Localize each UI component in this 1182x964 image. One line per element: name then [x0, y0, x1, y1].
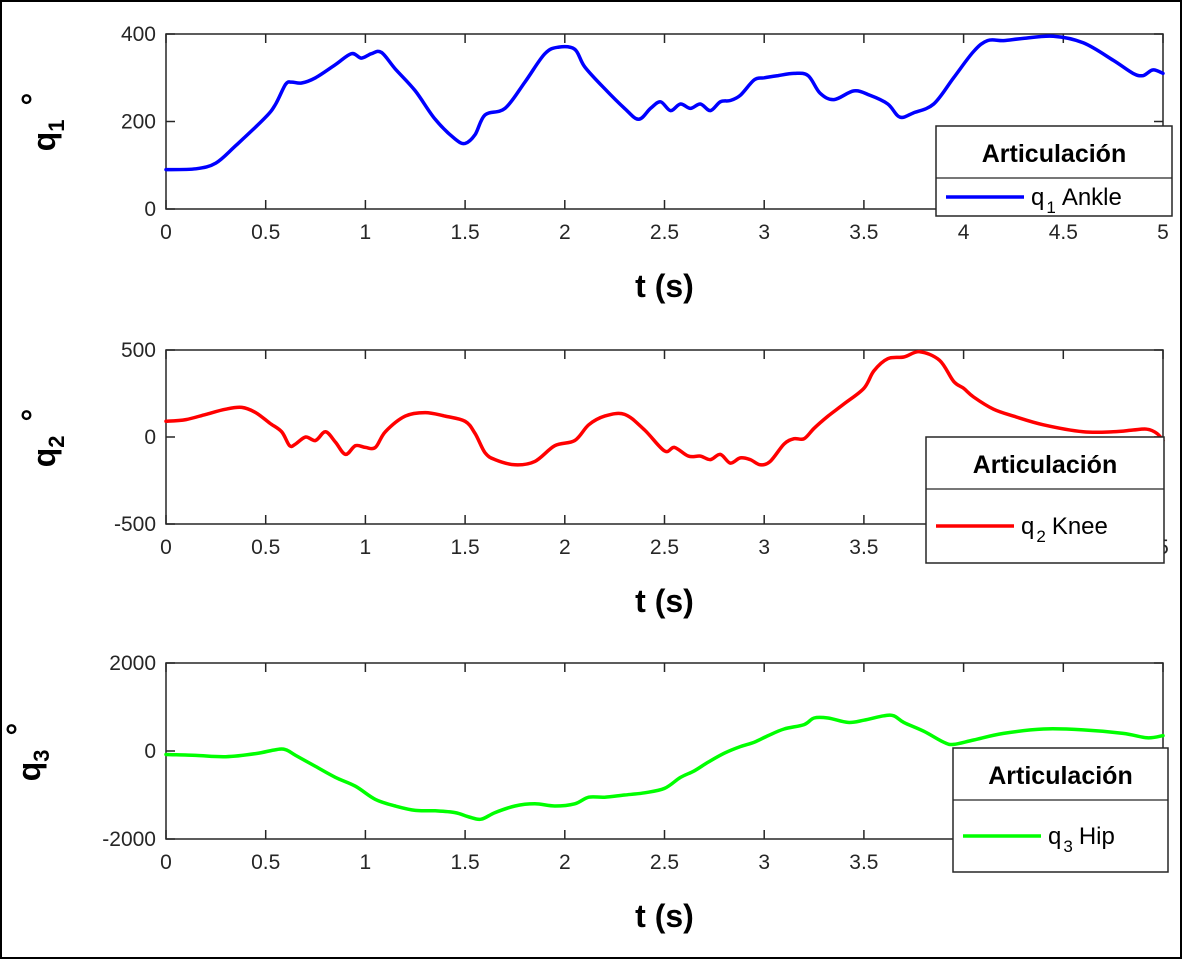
y-tick-label: 200	[121, 111, 156, 134]
legend-entry-base: q	[1048, 823, 1061, 850]
legend: Articulación q 2 Knee	[925, 436, 1165, 564]
x-tick-label: 5	[1157, 221, 1169, 244]
legend-entry: q 1 Ankle	[1031, 184, 1122, 217]
y-tick-label: 0	[144, 198, 156, 221]
y-tick-label: -2000	[102, 828, 156, 851]
x-axis-label: t (s)	[635, 268, 694, 304]
x-tick-label: 1.5	[450, 536, 479, 559]
y-tick-label: 0	[144, 426, 156, 449]
y-label-base: q	[11, 762, 47, 782]
series-line	[164, 34, 1165, 172]
x-tick-label: 2.5	[650, 221, 679, 244]
y-axis-label: q2 °	[15, 409, 69, 468]
x-tick-label: 2.5	[650, 536, 679, 559]
legend-box	[935, 125, 1173, 217]
x-tick-label: 1.5	[450, 851, 479, 874]
y-tick-label: 2000	[109, 652, 156, 675]
legend-entry-base: q	[1021, 513, 1034, 540]
x-tick-label: 0	[160, 221, 172, 244]
x-tick-label: 4.5	[1049, 221, 1078, 244]
x-axis-label: t (s)	[635, 898, 694, 934]
x-tick-label: 0	[160, 536, 172, 559]
y-label-subscript: 1	[44, 120, 69, 132]
legend: Articulación q 1 Ankle	[935, 125, 1173, 217]
x-axis-label: t (s)	[635, 583, 694, 619]
legend-title: Articulación	[988, 762, 1132, 790]
x-tick-label: 3	[758, 851, 770, 874]
x-tick-label: 4	[958, 221, 970, 244]
y-label-unit: °	[0, 723, 36, 736]
legend-entry-text: Ankle	[1062, 184, 1122, 211]
y-tick-label: 400	[121, 23, 156, 46]
legend-box	[925, 436, 1165, 564]
legend-entry-base: q	[1031, 184, 1044, 211]
x-tick-label: 1.5	[450, 221, 479, 244]
y-axis-label: q1 °	[15, 93, 69, 152]
x-tick-label: 3.5	[849, 536, 878, 559]
x-tick-label: 2	[559, 221, 571, 244]
x-tick-label: 0.5	[251, 536, 280, 559]
x-tick-label: 3.5	[849, 221, 878, 244]
x-tick-label: 0.5	[251, 221, 280, 244]
legend-entry: q 3 Hip	[1048, 823, 1115, 856]
legend-title: Articulación	[982, 140, 1126, 168]
y-tick-label: 0	[144, 740, 156, 763]
x-tick-label: 1	[360, 221, 372, 244]
legend-entry-text: Hip	[1079, 823, 1115, 850]
legend-entry: q 2 Knee	[1021, 513, 1108, 546]
y-label-subscript: 2	[44, 436, 69, 448]
legend-entry-subscript: 1	[1046, 198, 1055, 217]
y-label-base: q	[26, 448, 62, 468]
legend-title: Articulación	[973, 451, 1117, 479]
x-tick-label: 2	[559, 536, 571, 559]
legend-entry-text: Knee	[1052, 513, 1108, 540]
x-tick-label: 0.5	[251, 851, 280, 874]
y-tick-label: 500	[121, 339, 156, 362]
x-tick-label: 0	[160, 851, 172, 874]
x-tick-label: 1	[360, 851, 372, 874]
x-tick-label: 2	[559, 851, 571, 874]
x-tick-label: 3	[758, 221, 770, 244]
x-tick-label: 3	[758, 536, 770, 559]
legend-entry-subscript: 2	[1036, 527, 1045, 546]
legend-entry-subscript: 3	[1063, 837, 1072, 856]
y-label-base: q	[26, 132, 62, 152]
y-tick-label: -500	[114, 513, 156, 536]
y-label-unit: °	[15, 93, 51, 106]
y-label-subscript: 3	[29, 750, 54, 762]
series-line	[164, 713, 1165, 822]
series-line	[164, 349, 1165, 467]
x-tick-label: 2.5	[650, 851, 679, 874]
y-label-unit: °	[15, 409, 51, 422]
y-axis-label: q3 °	[0, 723, 54, 782]
legend: Articulación q 3 Hip	[952, 747, 1169, 873]
legend-box	[952, 747, 1169, 873]
x-tick-label: 1	[360, 536, 372, 559]
x-tick-label: 3.5	[849, 851, 878, 874]
